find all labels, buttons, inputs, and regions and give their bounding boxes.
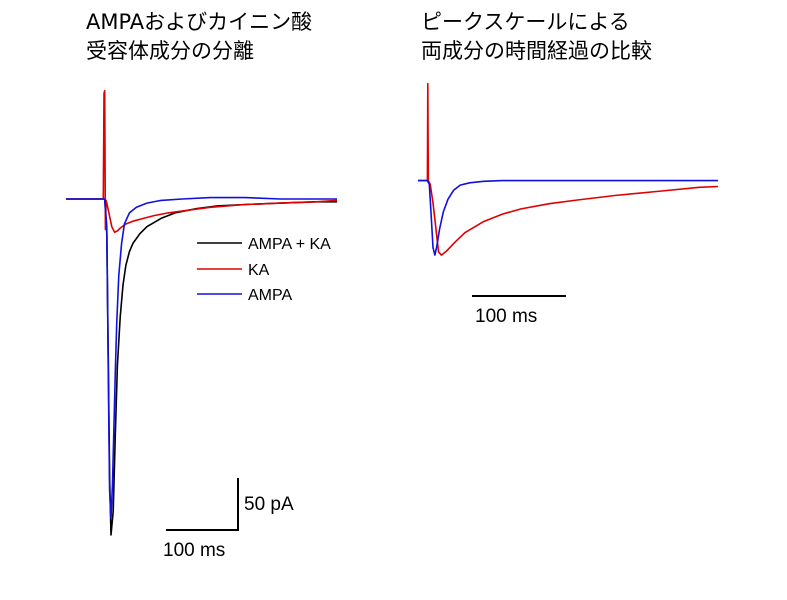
left-title-line-2: 受容体成分の分離 [86,39,254,63]
legend-label-ampa-ka: AMPA + KA [248,236,331,253]
left-panel-title: AMPAおよびカイニン酸 受容体成分の分離 [86,8,312,66]
left-scale-bar-lines [166,478,239,531]
left-title-line-1: AMPAおよびカイニン酸 [86,10,313,34]
right-trace-ka [418,82,719,256]
left-plot [66,89,338,536]
right-panel-title: ピークスケールによる 両成分の時間経過の比較 [421,8,652,66]
left-scale-time-label: 100 ms [163,540,225,561]
legend-label-ka: KA [248,262,270,279]
right-scale-time-label: 100 ms [475,306,537,327]
left-trace-ampa [66,196,337,520]
left-scale-current-label: 50 pA [244,494,294,515]
right-title-line-2: 両成分の時間経過の比較 [421,39,652,63]
right-trace-ampa [418,179,718,256]
right-scale-bar: 100 ms [472,295,566,327]
left-trace-ka [66,89,338,234]
legend-label-ampa: AMPA [248,287,292,304]
left-scale-bar: 50 pA 100 ms [163,478,294,561]
right-plot [418,82,719,256]
legend: AMPA + KA KA AMPA [197,236,331,304]
right-title-line-1: ピークスケールによる [421,10,630,34]
